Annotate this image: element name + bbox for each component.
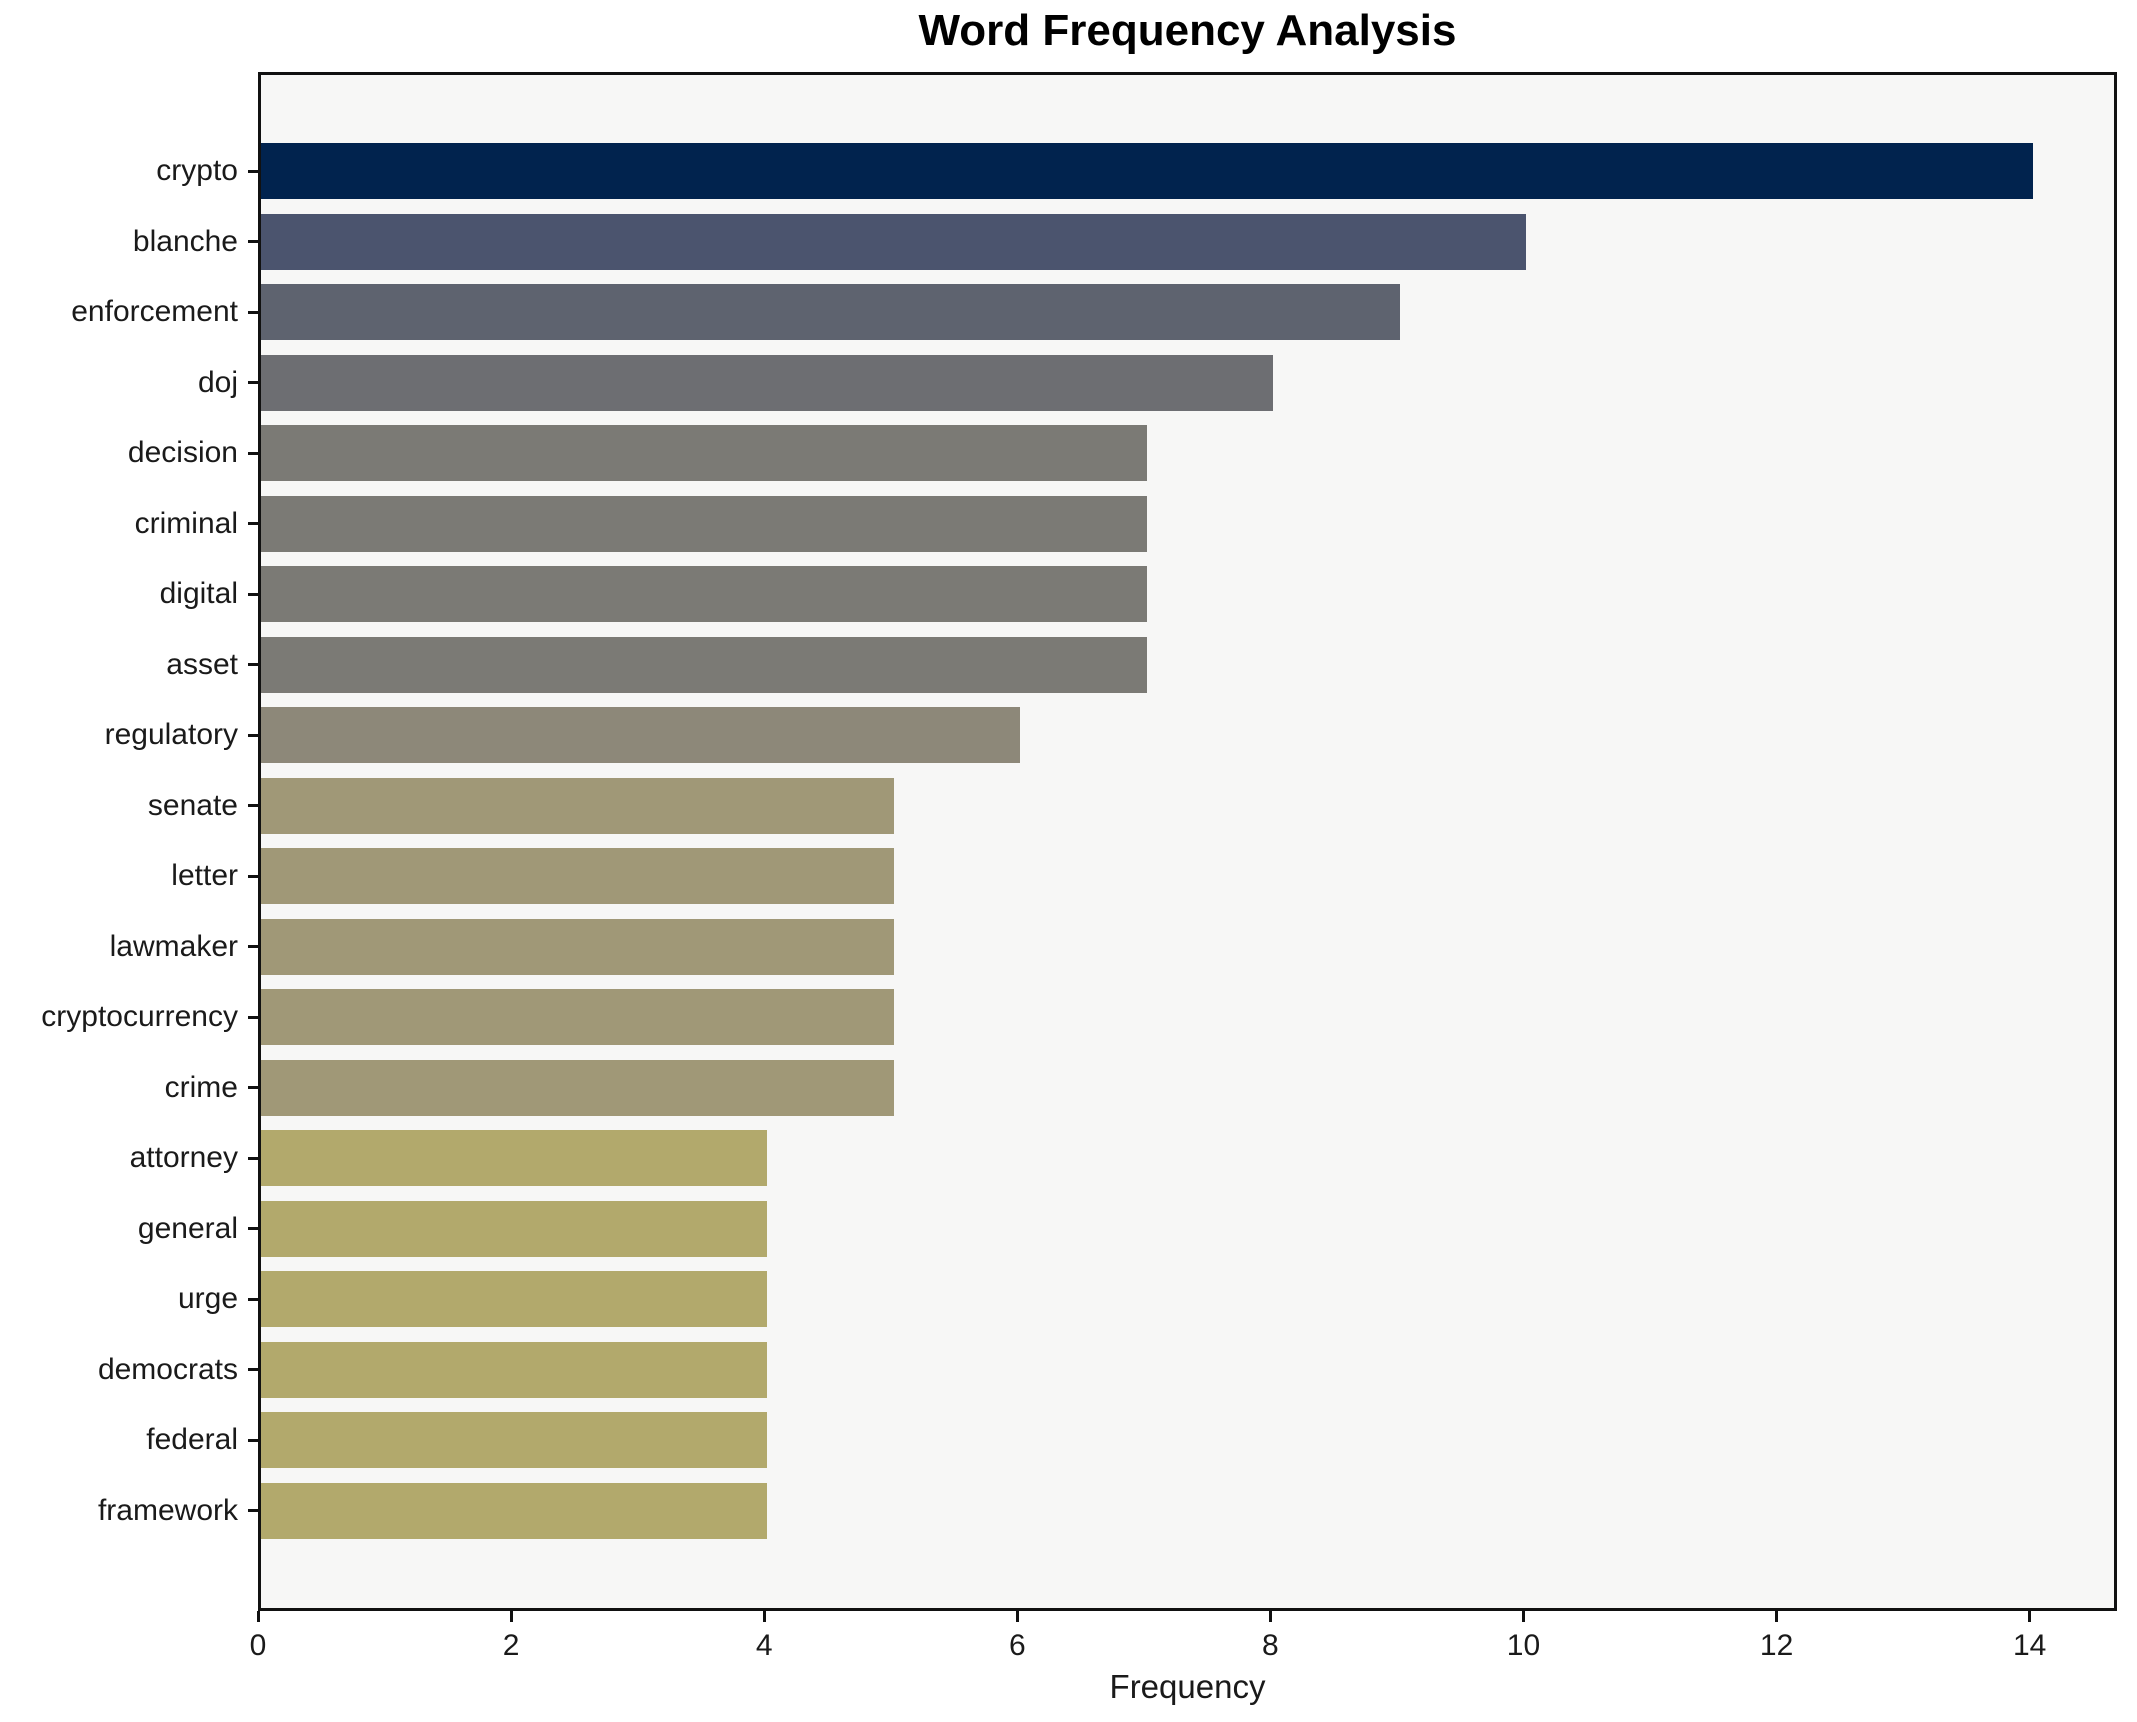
y-tick-decision — [248, 451, 258, 455]
y-tick-senate — [248, 804, 258, 807]
y-tick-urge — [248, 1297, 258, 1301]
x-tick-label-10: 10 — [1506, 1629, 1541, 1662]
bar-framework — [261, 1482, 767, 1539]
bar-crime — [261, 1059, 894, 1116]
y-label-regulatory: regulatory — [104, 718, 238, 751]
bar-enforcement — [261, 284, 1400, 340]
y-label-lawmaker: lawmaker — [109, 929, 238, 963]
y-label-senate: senate — [147, 788, 238, 822]
bar-federal — [261, 1412, 767, 1468]
chart-title: Word Frequency Analysis — [918, 6, 1457, 55]
bar-blanche — [261, 213, 1526, 270]
bar-general — [261, 1200, 767, 1257]
bar-urge — [261, 1271, 767, 1327]
bar-cryptocurrency — [261, 989, 894, 1045]
y-label-criminal: criminal — [134, 506, 238, 540]
y-label-attorney: attorney — [129, 1141, 238, 1174]
x-tick-12 — [1775, 1611, 1779, 1622]
plot-area — [258, 72, 2117, 1611]
x-tick-label-0: 0 — [249, 1629, 267, 1662]
x-tick-label-6: 6 — [1008, 1629, 1026, 1662]
bar-criminal — [261, 495, 1147, 552]
bar-decision — [261, 425, 1147, 481]
y-tick-crypto — [248, 169, 258, 173]
y-tick-cryptocurrency — [248, 1015, 258, 1019]
y-label-democrats: democrats — [97, 1352, 238, 1386]
bar-letter — [261, 848, 894, 904]
x-tick-0 — [256, 1611, 260, 1622]
y-label-crime: crime — [164, 1070, 238, 1104]
y-tick-federal — [248, 1438, 258, 1442]
x-tick-14 — [2028, 1611, 2032, 1622]
bar-regulatory — [261, 707, 1020, 763]
y-tick-digital — [248, 592, 258, 596]
y-label-general: general — [137, 1211, 238, 1245]
y-tick-blanche — [248, 240, 258, 243]
x-tick-label-8: 8 — [1262, 1629, 1279, 1662]
y-label-enforcement: enforcement — [71, 295, 238, 328]
y-tick-crime — [248, 1086, 258, 1089]
y-tick-enforcement — [248, 310, 258, 314]
y-tick-regulatory — [248, 733, 258, 737]
x-tick-label-4: 4 — [755, 1629, 773, 1662]
x-tick-4 — [762, 1611, 766, 1622]
x-tick-label-12: 12 — [1759, 1629, 1794, 1662]
bar-crypto — [261, 143, 2033, 199]
y-label-doj: doj — [197, 365, 238, 399]
y-tick-attorney — [248, 1156, 258, 1160]
y-label-cryptocurrency: cryptocurrency — [41, 1000, 238, 1033]
x-tick-2 — [509, 1611, 513, 1622]
x-tick-8 — [1268, 1611, 1272, 1622]
y-label-decision: decision — [127, 436, 238, 469]
y-label-digital: digital — [159, 577, 238, 610]
y-tick-doj — [248, 381, 258, 384]
y-label-federal: federal — [146, 1423, 238, 1456]
x-axis-label: Frequency — [1109, 1668, 1266, 1705]
bar-asset — [261, 636, 1147, 693]
bar-senate — [261, 777, 894, 834]
bar-digital — [261, 566, 1147, 622]
x-tick-6 — [1015, 1611, 1019, 1622]
bar-doj — [261, 354, 1273, 411]
x-tick-10 — [1521, 1611, 1525, 1622]
y-label-framework: framework — [97, 1493, 238, 1527]
bar-democrats — [261, 1341, 767, 1398]
x-tick-label-2: 2 — [502, 1629, 520, 1662]
y-tick-criminal — [248, 522, 258, 525]
y-tick-letter — [248, 874, 258, 878]
y-label-crypto: crypto — [156, 154, 238, 187]
y-label-letter: letter — [171, 859, 238, 892]
y-label-asset: asset — [166, 647, 238, 681]
bar-attorney — [261, 1130, 767, 1186]
y-tick-framework — [248, 1509, 258, 1512]
x-tick-label-14: 14 — [2012, 1629, 2047, 1662]
y-label-urge: urge — [177, 1282, 238, 1315]
y-tick-democrats — [248, 1368, 258, 1371]
y-tick-asset — [248, 663, 258, 666]
bar-lawmaker — [261, 918, 894, 975]
y-tick-lawmaker — [248, 945, 258, 948]
y-tick-general — [248, 1227, 258, 1230]
y-label-blanche: blanche — [132, 224, 238, 258]
